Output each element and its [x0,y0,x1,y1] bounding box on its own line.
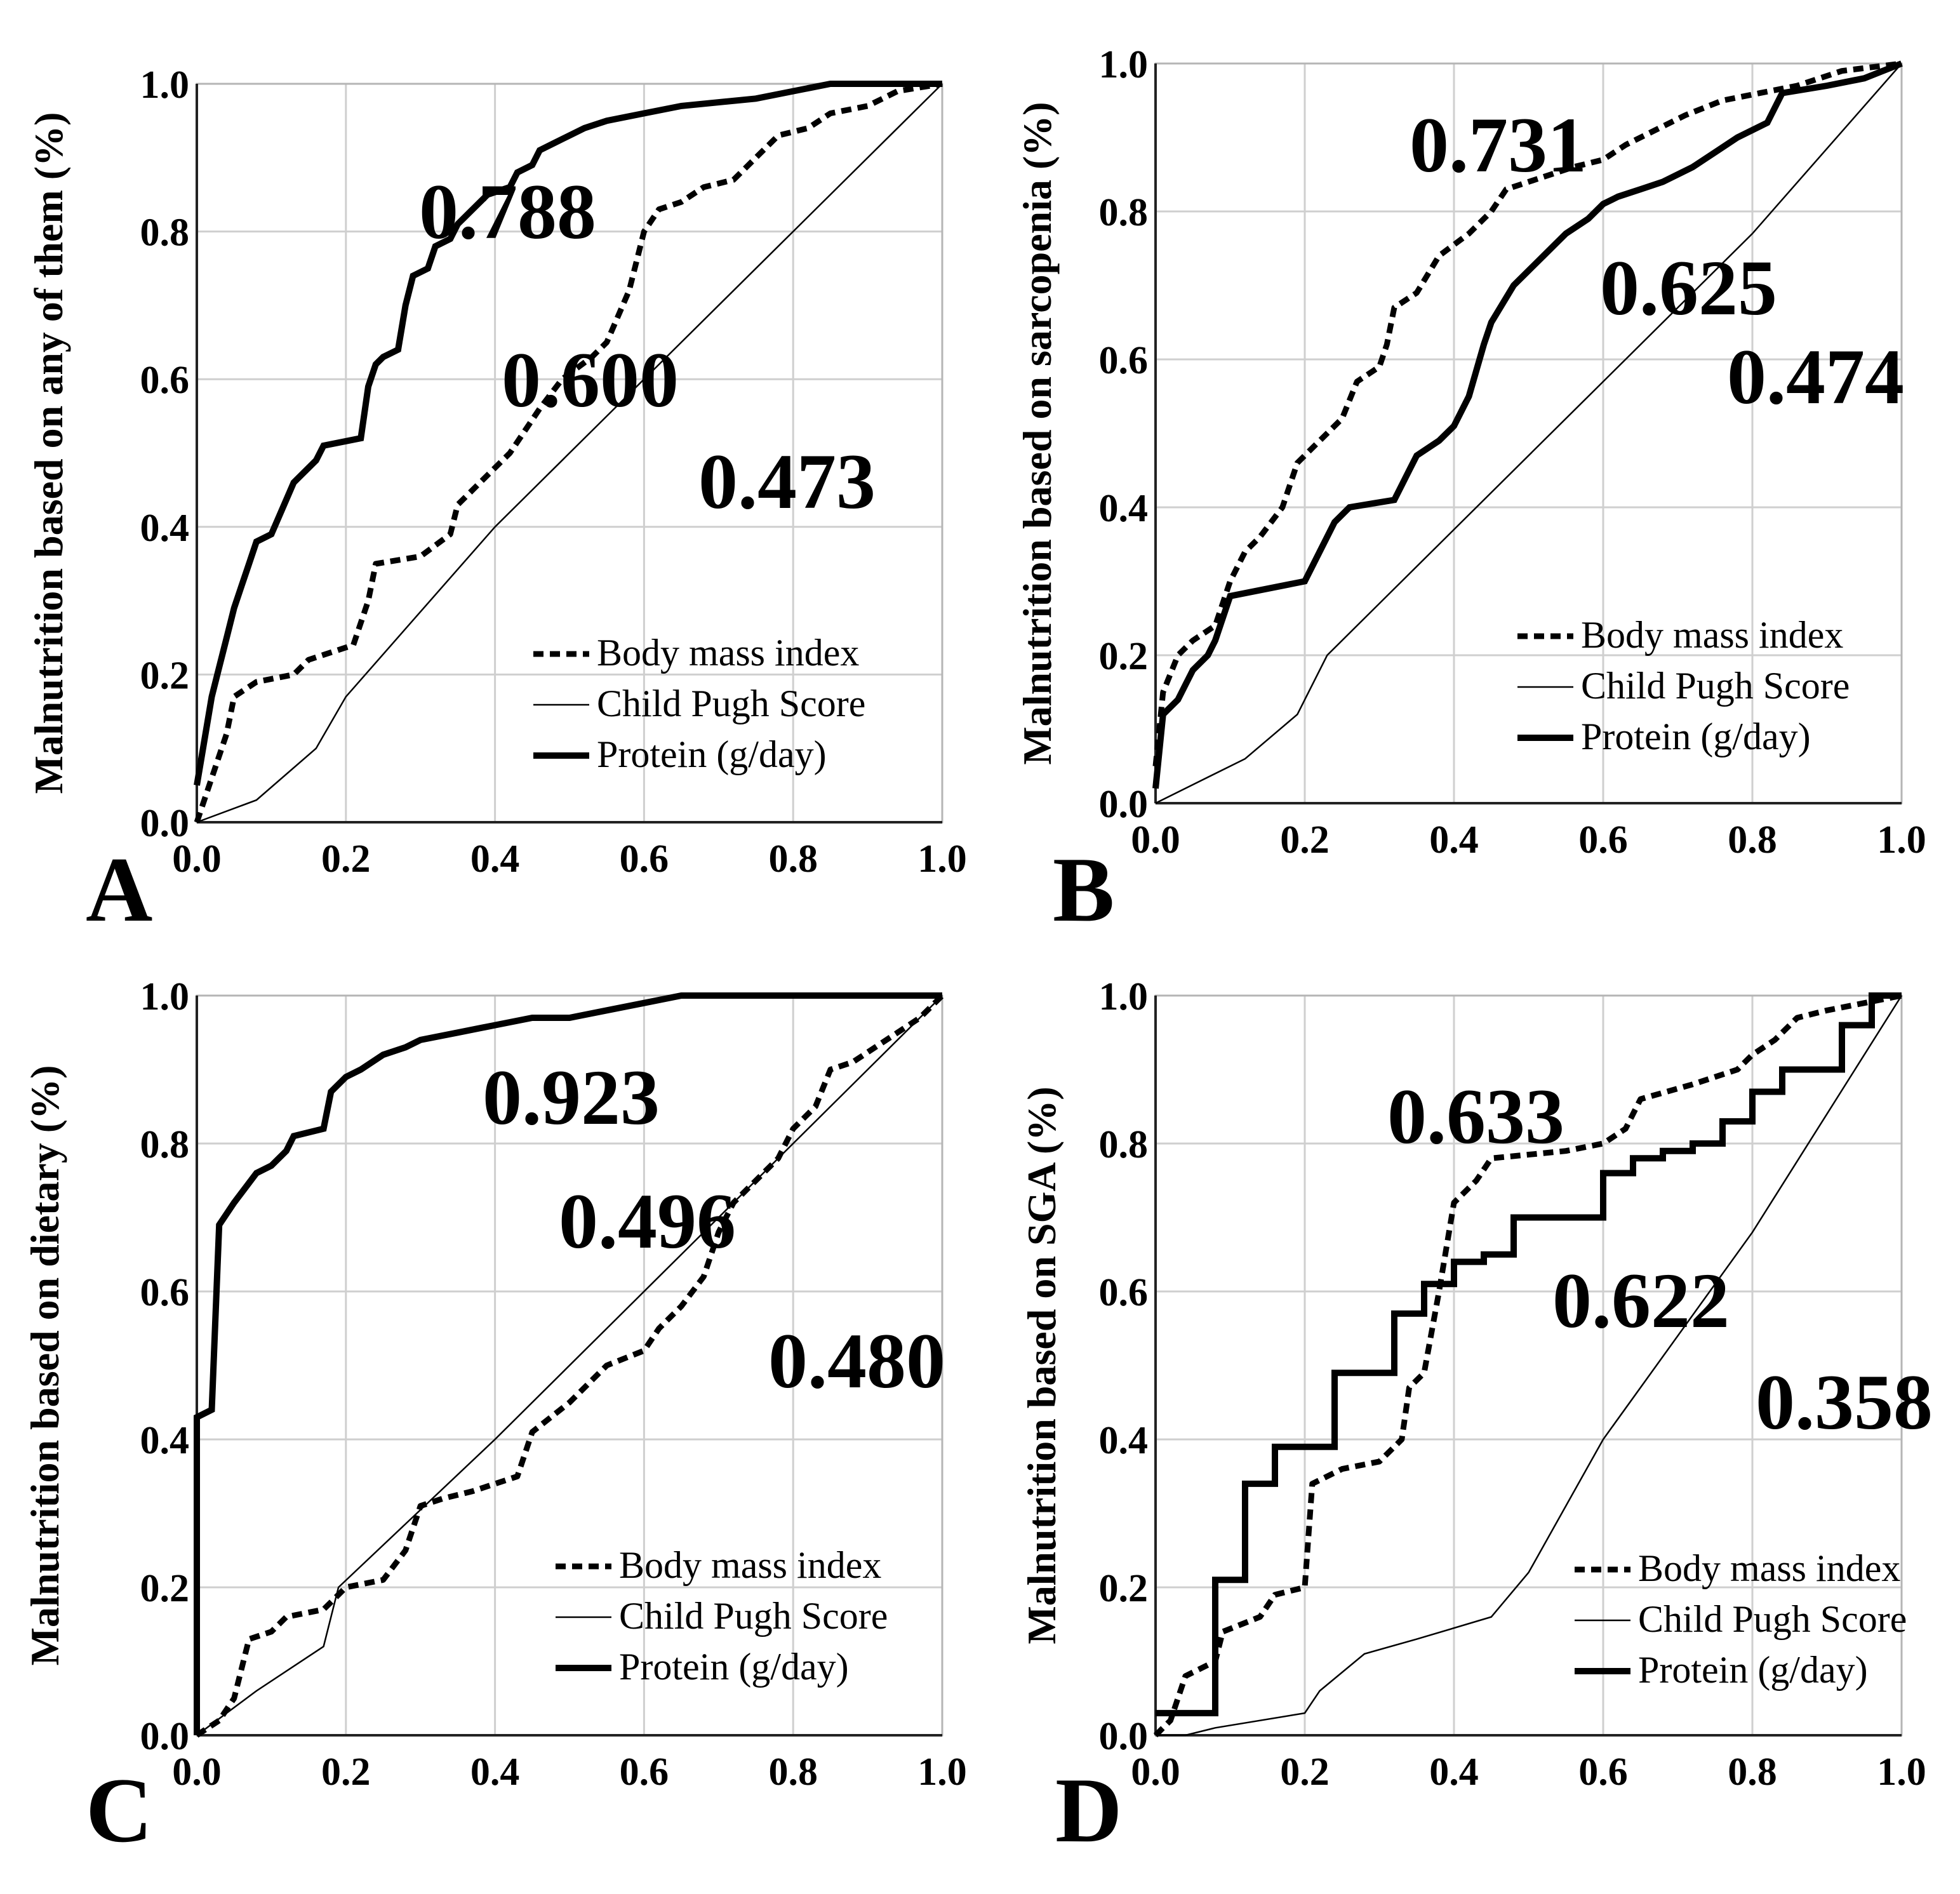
series-line-protein-g-day [1152,60,1903,789]
series-line-child-pugh-score [196,995,943,1737]
y-tick-label: 0.4 [140,1419,190,1462]
auc-label: 0.480 [768,1317,945,1404]
y-tick-label: 0.6 [140,359,190,402]
x-tick-label: 0.2 [321,837,371,881]
y-tick-label: 0.0 [1099,783,1149,826]
x-tick-label: 0.8 [1728,818,1777,862]
x-tick-label: 0.4 [1429,818,1479,862]
x-tick-label: 0.4 [470,837,520,881]
y-tick-label: 0.0 [1099,1715,1149,1758]
legend-label: Protein (g/day) [1581,716,1811,757]
x-tick-label: 0.8 [768,837,818,881]
legend-label: Child Pugh Score [619,1595,888,1637]
x-tick-label: 0.0 [1131,1751,1180,1794]
auc-label: 0.625 [1600,244,1777,331]
x-tick-label: 0.0 [172,1751,222,1794]
x-tick-label: 0.0 [1131,818,1180,862]
legend-label: Protein (g/day) [619,1646,849,1688]
legend-label: Body mass index [597,632,859,674]
y-tick-label: 0.8 [1099,191,1149,234]
auc-label: 0.474 [1727,333,1904,420]
x-tick-label: 0.4 [470,1751,520,1794]
auc-label: 0.358 [1756,1359,1933,1446]
auc-label: 0.473 [698,438,876,525]
auc-label: 0.622 [1552,1257,1730,1344]
y-tick-label: 0.6 [1099,1271,1149,1314]
series-line-child-pugh-score [1156,995,1903,1737]
series-line-body-mass-index [194,81,943,824]
auc-label: 0.788 [419,168,596,255]
x-tick-label: 0.8 [1728,1751,1777,1794]
legend-label: Protein (g/day) [1638,1649,1868,1691]
y-tick-label: 0.8 [1099,1123,1149,1166]
y-tick-label: 1.0 [1099,43,1149,86]
panel-letter: A [86,838,152,941]
x-tick-label: 0.2 [1280,818,1330,862]
y-tick-label: 1.0 [140,975,190,1018]
auc-label: 0.731 [1410,102,1587,189]
series-line-child-pugh-score [1155,63,1902,804]
panel-letter: D [1055,1759,1122,1862]
panel-letter: B [1053,838,1114,941]
auc-label: 0.923 [483,1054,660,1141]
x-tick-label: 0.0 [172,837,222,881]
y-tick-label: 0.2 [140,654,190,697]
y-tick-label: 0.0 [140,1715,190,1758]
x-tick-label: 0.2 [321,1751,371,1794]
y-tick-label: 0.2 [140,1567,190,1610]
x-tick-label: 0.4 [1429,1751,1479,1794]
legend-label: Child Pugh Score [597,683,865,724]
panel-B: 0.0 0.2 0.4 0.6 0.8 1.0 0.0 0.2 0.4 0.6 0.8 1.0 Maln… [1015,43,1926,941]
x-tick-label: 0.6 [1578,1751,1628,1794]
legend-label: Protein (g/day) [597,733,827,775]
y-tick-label: 0.2 [1099,635,1149,678]
x-tick-label: 0.2 [1280,1751,1330,1794]
series-line-body-mass-index [195,993,945,1738]
y-tick-label: 0.8 [140,211,190,255]
y-axis-title: Malnutrition based on dietary (%) [22,1065,67,1666]
x-tick-label: 1.0 [917,1751,967,1794]
y-tick-label: 0.2 [1099,1567,1149,1610]
y-axis-title: Malnutrition based on any of them (%) [26,112,71,794]
legend-label: Body mass index [1638,1547,1900,1589]
x-tick-label: 0.8 [768,1751,818,1794]
x-tick-label: 0.6 [620,1751,669,1794]
y-tick-label: 1.0 [140,63,190,107]
series-line-protein-g-day [194,992,942,1735]
auc-label: 0.600 [502,337,679,423]
x-tick-label: 1.0 [1877,1751,1926,1794]
y-axis-title: Malnutrition based on SGA (%) [1019,1086,1064,1644]
series-line-protein-g-day [1156,992,1902,1717]
auc-label: 0.496 [559,1178,736,1265]
y-tick-label: 0.6 [1099,339,1149,382]
series-line-body-mass-index [1152,60,1902,767]
y-tick-label: 0.0 [140,802,190,845]
legend-label: Body mass index [1581,614,1843,656]
legend-label: Child Pugh Score [1581,665,1850,707]
y-tick-label: 0.8 [140,1123,190,1166]
legend-label: Child Pugh Score [1638,1598,1907,1640]
x-tick-label: 0.6 [620,837,669,881]
auc-label: 0.633 [1387,1073,1564,1160]
x-tick-label: 1.0 [1877,818,1926,862]
y-tick-label: 1.0 [1099,975,1149,1018]
y-tick-label: 0.4 [140,507,190,550]
y-axis-title: Malnutrition based on sarcopenia (%) [1015,102,1060,764]
x-tick-label: 1.0 [917,837,967,881]
x-tick-label: 0.6 [1578,818,1628,862]
y-tick-label: 0.6 [140,1271,190,1314]
panel-letter: C [86,1759,152,1862]
y-tick-label: 0.4 [1099,1419,1149,1462]
panel-A: 0.0 0.2 0.4 0.6 0.8 1.0 0.0 0.2 0.4 0.6 0.8 1.0 Maln… [26,63,967,941]
series-line-protein-g-day [194,81,942,786]
legend-label: Body mass index [619,1544,881,1586]
y-tick-label: 0.4 [1099,487,1149,530]
panel-C: 0.0 0.2 0.4 0.6 0.8 1.0 0.0 0.2 0.4 0.6 0.8 1.0 Maln… [22,975,967,1862]
series-line-body-mass-index [1153,992,1902,1738]
series-line-child-pugh-score [196,83,943,824]
panel-D: 0.0 0.2 0.4 0.6 0.8 1.0 0.0 0.2 0.4 0.6 0.8 1.0 Maln… [1019,975,1933,1862]
